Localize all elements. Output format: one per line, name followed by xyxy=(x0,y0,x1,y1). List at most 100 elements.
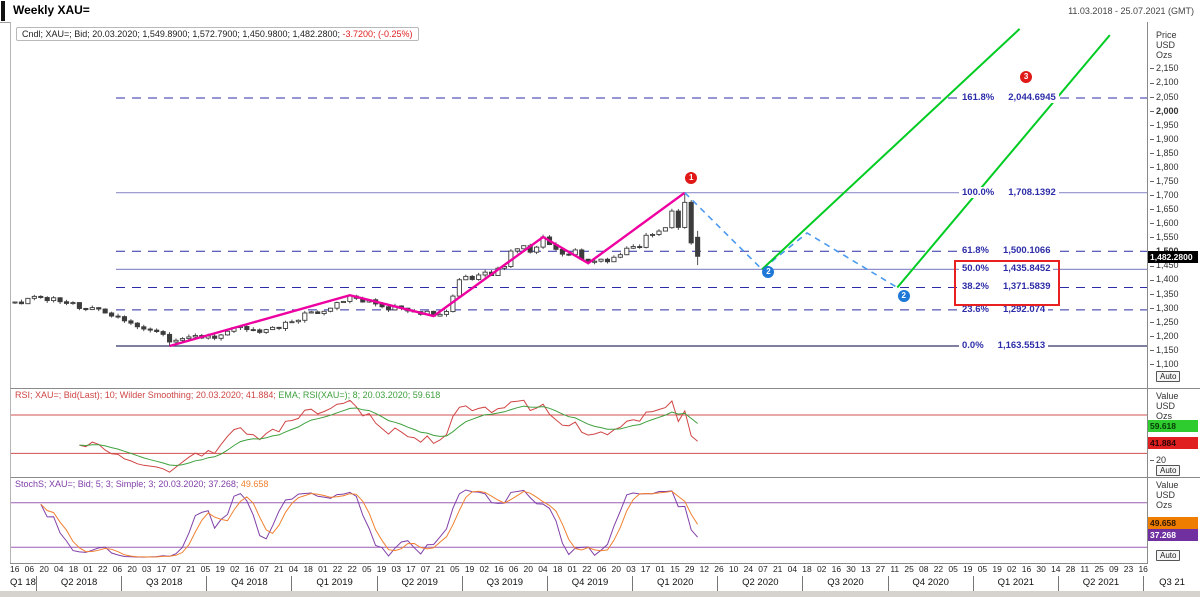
stoch-d-badge: 49.658 xyxy=(1148,517,1198,529)
day-tick-label: 27 xyxy=(875,564,886,574)
day-tick-label: 07 xyxy=(259,564,269,574)
stoch-axis[interactable]: Value USD Ozs 49.658 37.268 Auto xyxy=(1148,477,1200,564)
candle-body xyxy=(302,312,308,321)
stoch-chart-canvas[interactable] xyxy=(11,478,1147,563)
candle-body xyxy=(31,295,37,299)
page-title: Weekly XAU= xyxy=(13,3,90,17)
price-chart-canvas[interactable] xyxy=(11,22,1147,386)
rsi-panel[interactable]: RSI; XAU=; Bid(Last); 10; Wilder Smoothi… xyxy=(10,388,1148,477)
day-tick-label: 12 xyxy=(699,564,710,574)
day-tick-label: 05 xyxy=(200,564,211,574)
day-tick-label: 01 xyxy=(567,564,577,574)
price-axis-tick: 1,750 xyxy=(1150,176,1179,186)
wave-marker-2: 2 xyxy=(897,290,910,303)
stoch-auto-button[interactable]: Auto xyxy=(1156,550,1181,561)
candle-body xyxy=(463,275,469,281)
candle-body xyxy=(662,227,668,232)
day-tick-label: 01 xyxy=(83,564,93,574)
day-tick-label: 16 xyxy=(494,564,504,574)
candle-body xyxy=(263,329,269,333)
day-tick-label: 16 xyxy=(10,564,20,574)
candle-body xyxy=(141,326,147,330)
candle-body xyxy=(179,338,185,341)
price-axis[interactable]: Price USD Ozs 2,150 2,100 2,050 2,000 1,950 1… xyxy=(1148,22,1200,388)
candle-body xyxy=(340,300,346,304)
date-range-label: 11.03.2018 - 25.07.2021 (GMT) xyxy=(1068,6,1194,16)
day-tick-label: 18 xyxy=(552,564,563,574)
day-tick-label: 25 xyxy=(1094,564,1104,574)
candle-body xyxy=(566,253,572,256)
day-tick-label: 07 xyxy=(420,564,431,574)
day-tick-label: 30 xyxy=(846,564,856,574)
quarter-label: Q3 2018 xyxy=(121,576,206,591)
rsi-axis[interactable]: Value USD Ozs 59.618 41.884 20 Auto xyxy=(1148,388,1200,478)
x-axis-quarter-labels: Q1 18 Q2 2018 Q3 2018 Q4 2018 Q1 2019 Q2 2019… xyxy=(10,576,1200,592)
candle-body xyxy=(308,311,314,314)
candle-body xyxy=(469,275,475,280)
rsi-ema-badge: 59.618 xyxy=(1148,420,1198,432)
fib-label: 100.0% 1,708.1392 xyxy=(959,186,1059,198)
day-tick-label: 06 xyxy=(24,564,35,574)
day-tick-label: 28 xyxy=(1065,564,1076,574)
indicator-line xyxy=(40,490,699,558)
rsi-auto-button[interactable]: Auto xyxy=(1156,465,1181,476)
day-tick-label: 22 xyxy=(98,564,108,574)
fib-label: 38.2% 1,371.5839 xyxy=(959,281,1054,293)
stoch-k-badge: 37.268 xyxy=(1148,529,1198,541)
quarter-label: Q2 2018 xyxy=(36,576,121,591)
day-tick-label: 04 xyxy=(54,564,64,574)
candle-body xyxy=(669,210,675,229)
chart-header: Weekly XAU= 11.03.2018 - 25.07.2021 (GMT… xyxy=(0,0,1200,23)
price-axis-tick: 1,850 xyxy=(1150,148,1179,158)
day-tick-label: 29 xyxy=(684,564,695,574)
candle-body xyxy=(83,308,89,311)
candle-body xyxy=(656,230,662,235)
projection-green-line xyxy=(896,34,1111,289)
day-tick-label: 20 xyxy=(523,564,533,574)
stoch-legend[interactable]: StochS; XAU=; Bid; 5; 3; Simple; 3; 20.0… xyxy=(15,479,269,489)
day-tick-label: 02 xyxy=(479,564,489,574)
rsi-chart-canvas[interactable] xyxy=(11,389,1147,477)
candle-body xyxy=(121,316,128,322)
day-tick-label: 22 xyxy=(332,564,343,574)
candle-body xyxy=(57,297,63,303)
candle-body xyxy=(109,312,115,317)
candle-body xyxy=(624,247,630,256)
candle-body xyxy=(456,279,462,297)
candle-body xyxy=(682,201,688,228)
day-tick-label: 02 xyxy=(230,564,240,574)
price-auto-button[interactable]: Auto xyxy=(1156,371,1181,382)
day-tick-label: 16 xyxy=(1138,564,1148,574)
stochastic-panel[interactable]: StochS; XAU=; Bid; 5; 3; Simple; 3; 20.0… xyxy=(10,477,1148,563)
day-tick-label: 07 xyxy=(758,564,768,574)
candle-body xyxy=(437,313,443,317)
candle-body xyxy=(134,322,140,328)
candle-legend-main: Cndl; XAU=; Bid; 20.03.2020; 1,549.8900;… xyxy=(22,29,341,39)
quarter-label: Q3 2020 xyxy=(802,576,887,591)
candle-body xyxy=(321,310,327,314)
day-tick-label: 30 xyxy=(1036,564,1046,574)
candle-body xyxy=(598,258,604,262)
fib-highlight-box xyxy=(954,260,1060,306)
price-axis-tick: 1,200 xyxy=(1150,331,1179,341)
candle-body xyxy=(173,339,179,343)
candle-body xyxy=(212,335,218,339)
price-axis-title: Price USD Ozs xyxy=(1156,30,1177,60)
price-axis-tick: 1,600 xyxy=(1150,218,1179,228)
day-tick-label: 19 xyxy=(992,564,1002,574)
candle-body xyxy=(70,302,76,305)
candle-body xyxy=(96,307,102,310)
day-tick-label: 20 xyxy=(39,564,49,574)
rsi-legend[interactable]: RSI; XAU=; Bid(Last); 10; Wilder Smoothi… xyxy=(15,390,441,400)
day-tick-label: 04 xyxy=(538,564,548,574)
price-axis-tick: 1,350 xyxy=(1150,289,1179,299)
day-tick-label: 08 xyxy=(919,564,929,574)
candle-body xyxy=(63,301,70,304)
price-axis-tick: 2,100 xyxy=(1150,77,1179,87)
price-axis-tick: 2,050 xyxy=(1150,92,1179,102)
price-panel[interactable]: Cndl; XAU=; Bid; 20.03.2020; 1,549.8900;… xyxy=(10,22,1148,388)
day-tick-label: 20 xyxy=(127,564,137,574)
quarter-label: Q1 18 xyxy=(10,577,36,588)
day-tick-label: 23 xyxy=(1123,564,1134,574)
candle-legend[interactable]: Cndl; XAU=; Bid; 20.03.2020; 1,549.8900;… xyxy=(16,27,419,41)
